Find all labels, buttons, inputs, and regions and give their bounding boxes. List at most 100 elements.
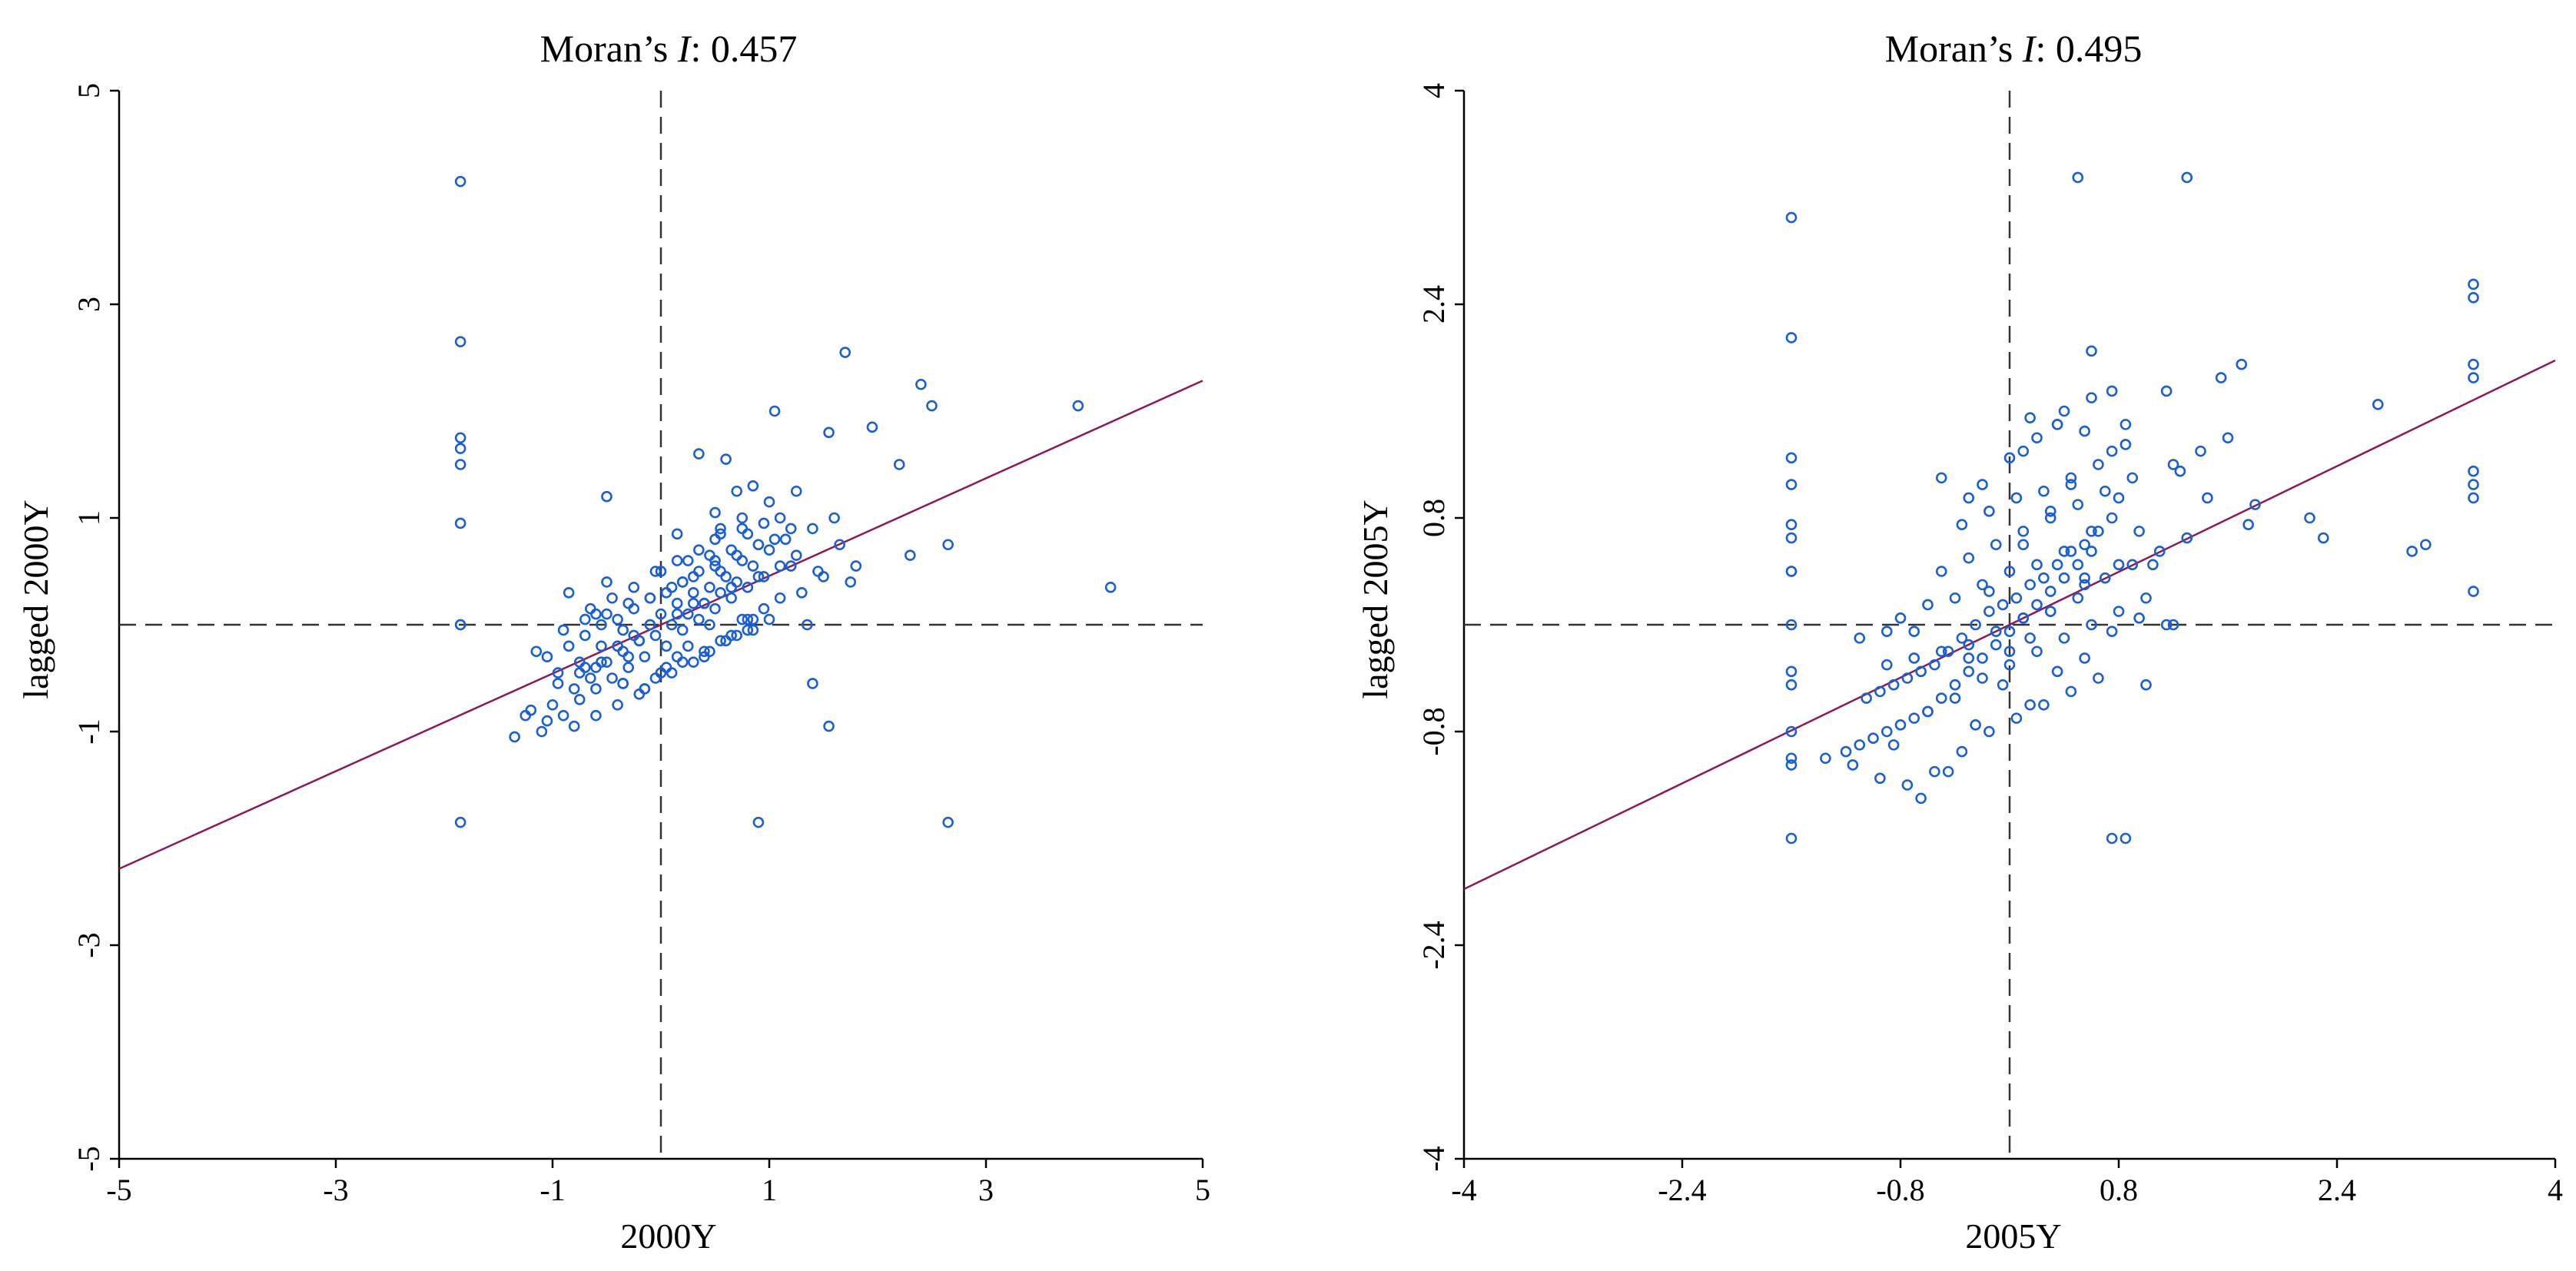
data-point xyxy=(2113,606,2125,617)
data-point xyxy=(2167,619,2179,631)
data-point xyxy=(709,602,721,615)
data-point xyxy=(1997,599,2009,611)
data-point xyxy=(2106,512,2118,524)
data-point xyxy=(704,549,715,561)
chart-title-2005: Moran’s I: 0.495 xyxy=(1885,27,2143,70)
data-point xyxy=(1867,732,1879,744)
data-point xyxy=(693,566,705,577)
data-point xyxy=(1820,752,1831,765)
data-point xyxy=(1881,659,1893,671)
data-point xyxy=(660,662,672,673)
data-point xyxy=(2195,445,2206,457)
chart-title-2000: Moran’s I: 0.457 xyxy=(540,27,798,70)
data-point xyxy=(763,544,775,556)
data-point xyxy=(590,608,602,620)
x-tick-label: 5 xyxy=(1195,1173,1210,1207)
data-point xyxy=(666,667,678,679)
data-point xyxy=(742,613,754,626)
data-point xyxy=(1104,582,1117,593)
data-point xyxy=(2044,586,2056,597)
data-point xyxy=(693,544,705,556)
data-point xyxy=(1887,679,1900,691)
data-point xyxy=(1977,652,1988,664)
data-point xyxy=(579,613,591,626)
regression-line xyxy=(118,380,1203,870)
data-point xyxy=(715,566,726,577)
data-point xyxy=(676,576,689,588)
data-point xyxy=(2120,439,2132,450)
data-point xyxy=(622,662,635,673)
data-point xyxy=(2093,672,2104,684)
data-point xyxy=(1929,765,1940,778)
x-tick-label: -5 xyxy=(106,1173,131,1207)
data-point xyxy=(828,512,840,524)
data-point xyxy=(2079,539,2090,551)
data-point xyxy=(1894,612,1907,624)
data-point xyxy=(454,619,466,631)
data-point xyxy=(682,640,694,652)
data-point xyxy=(687,571,699,582)
data-point xyxy=(2468,292,2479,304)
data-point xyxy=(905,549,916,561)
data-point xyxy=(655,608,667,620)
data-point xyxy=(785,523,797,535)
data-point xyxy=(2017,612,2030,624)
data-point xyxy=(2079,652,2090,664)
data-point xyxy=(1963,665,1975,678)
data-point xyxy=(715,635,726,647)
data-point xyxy=(893,459,905,470)
data-point xyxy=(1990,626,2002,637)
data-point xyxy=(2017,526,2030,537)
data-point xyxy=(2099,572,2111,584)
data-point xyxy=(1983,725,1995,738)
data-point xyxy=(2468,372,2479,383)
data-point xyxy=(541,715,553,727)
data-point xyxy=(2017,539,2030,551)
data-point xyxy=(2058,546,2070,557)
data-point xyxy=(601,576,612,588)
data-point xyxy=(709,506,721,519)
data-point xyxy=(2174,465,2186,477)
data-point xyxy=(1785,519,1798,530)
data-point xyxy=(2202,492,2213,504)
x-tick-label: -0.8 xyxy=(1876,1173,1924,1207)
data-point xyxy=(617,678,629,689)
x-tick-label: 4 xyxy=(2548,1173,2563,1207)
data-point xyxy=(2079,579,2090,591)
scatter-chart-2005: Moran’s I: 0.495 2005Y lagged 2005Y -4 -2… xyxy=(1356,27,2563,1256)
data-point xyxy=(1887,739,1900,751)
data-point xyxy=(774,560,786,572)
data-point xyxy=(454,816,466,828)
data-point xyxy=(2072,592,2084,604)
data-point xyxy=(2133,526,2145,537)
data-point xyxy=(1874,772,1886,785)
data-point xyxy=(2031,599,2043,611)
y-tick-label: -5 xyxy=(71,1146,106,1171)
data-point xyxy=(2106,832,2118,845)
data-point xyxy=(2120,419,2132,430)
data-point xyxy=(763,496,775,508)
data-point xyxy=(2086,619,2097,631)
data-point xyxy=(802,619,813,631)
data-point xyxy=(1915,792,1927,805)
data-point xyxy=(1915,665,1927,678)
data-point xyxy=(2372,399,2384,410)
data-point xyxy=(2317,532,2329,544)
data-point xyxy=(573,667,586,679)
x-tick-label: -4 xyxy=(1451,1173,1476,1207)
data-point xyxy=(1785,566,1798,577)
data-point xyxy=(736,523,749,535)
data-point xyxy=(1983,606,1995,617)
data-point xyxy=(687,656,699,668)
data-point xyxy=(850,560,862,572)
data-point xyxy=(2051,665,2063,678)
data-point xyxy=(796,586,808,599)
data-point xyxy=(747,480,759,492)
data-point xyxy=(590,709,602,722)
data-point xyxy=(601,656,612,668)
x-tick-label: 1 xyxy=(762,1173,777,1207)
data-point xyxy=(1956,745,1968,758)
data-point xyxy=(655,566,667,577)
x-tick-label: -3 xyxy=(323,1173,348,1207)
data-point xyxy=(2113,559,2125,571)
